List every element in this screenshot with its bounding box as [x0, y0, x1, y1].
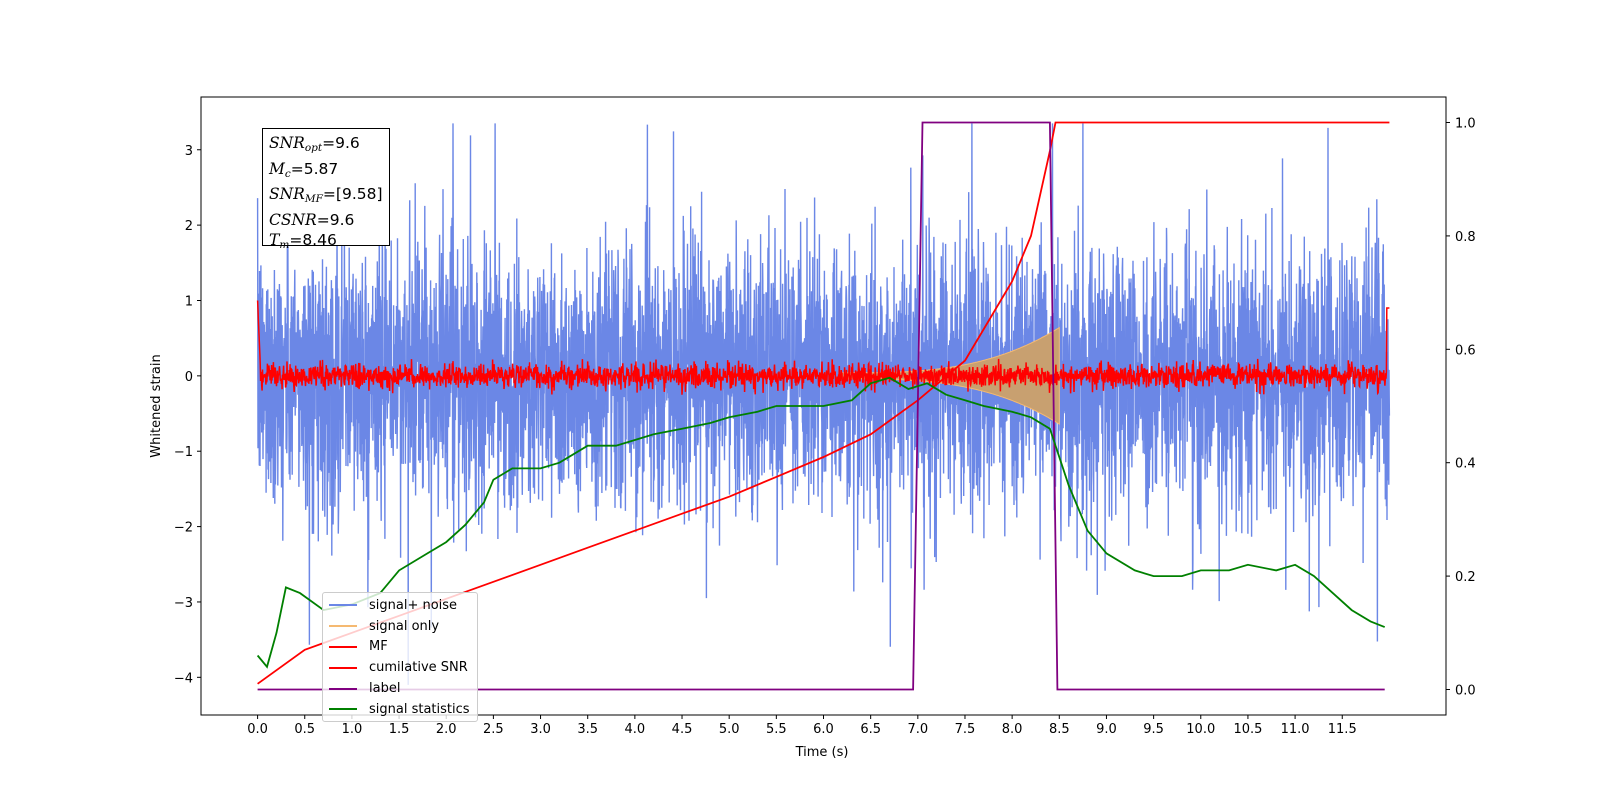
legend-swatch-label	[329, 687, 357, 690]
signal-statistics-line	[256, 376, 1386, 669]
x-tick-label: 4.5	[672, 722, 693, 737]
y-tick-label: 0	[185, 370, 193, 385]
x-tick-label: 7.5	[955, 722, 976, 737]
x-tick-label: 10.5	[1233, 722, 1262, 737]
x-tick-label: 1.0	[342, 722, 363, 737]
x-tick-label: 11.5	[1328, 722, 1357, 737]
x-axis-ticks: 0.0 0.5 1.0 1.5 2.0 2.5 3.0 3.5 4.0 4.5 5.0 5.5 6.0 6…	[247, 715, 1357, 737]
y2-tick-label: 0.4	[1455, 457, 1476, 472]
legend: signal+ noise signal only MF cumilative …	[322, 592, 478, 722]
tm-value: 8.46	[302, 231, 337, 249]
mc-line: Mc=5.87	[269, 159, 339, 180]
label-series	[257, 121, 1385, 691]
x-tick-label: 3.0	[530, 722, 551, 737]
csnr-line: CSNR=9.6	[269, 210, 355, 229]
label-line	[257, 121, 1385, 691]
signal-noise-line	[256, 123, 1391, 685]
snr-opt-value: 9.6	[335, 134, 360, 152]
y2-tick-label: 0.2	[1455, 570, 1476, 585]
y-tick-label: −1	[174, 445, 193, 460]
legend-label: signal only	[369, 618, 440, 634]
legend-swatch-signal-statistics	[329, 708, 357, 711]
x-tick-label: 10.0	[1186, 722, 1215, 737]
mf-line	[256, 300, 1390, 396]
signal-noise-series	[256, 123, 1391, 685]
legend-item-signal-only: signal only	[327, 616, 477, 637]
legend-item-signal-noise: signal+ noise	[327, 595, 477, 616]
x-tick-label: 1.5	[389, 722, 410, 737]
legend-swatch-mf	[329, 645, 357, 648]
y2-tick-label: 0.6	[1455, 343, 1476, 358]
x-tick-label: 2.5	[483, 722, 504, 737]
annotation-box: SNRopt=9.6 Mc=5.87 SNRMF=[9.58] CSNR=9.6…	[262, 128, 390, 251]
legend-label: signal statistics	[369, 701, 470, 717]
x-tick-label: 5.0	[719, 722, 740, 737]
legend-swatch-signal-only	[329, 625, 357, 628]
mf-series	[256, 300, 1390, 396]
y-tick-label: −4	[174, 671, 193, 686]
legend-item-signal-statistics: signal statistics	[327, 699, 477, 720]
legend-label: signal+ noise	[369, 597, 458, 613]
y2-tick-label: 0.0	[1455, 683, 1476, 698]
x-tick-label: 0.0	[247, 722, 268, 737]
y-tick-label: −2	[174, 521, 193, 536]
x-tick-label: 4.0	[625, 722, 646, 737]
legend-label: cumilative SNR	[369, 660, 468, 676]
x-tick-label: 3.5	[577, 722, 598, 737]
x-tick-label: 6.5	[860, 722, 881, 737]
x-axis-label: Time (s)	[795, 745, 849, 760]
snr-mf-line: SNRMF=[9.58]	[269, 185, 383, 205]
y2-tick-label: 1.0	[1455, 117, 1476, 132]
x-tick-label: 11.0	[1281, 722, 1310, 737]
y-tick-label: 3	[185, 144, 193, 159]
x-tick-label: 9.5	[1143, 722, 1164, 737]
tm-line: Tm=8.46	[269, 231, 337, 251]
x-tick-label: 9.0	[1096, 722, 1117, 737]
y-tick-label: 1	[185, 294, 193, 309]
y-tick-label: 2	[185, 219, 193, 234]
legend-item-label: label	[327, 678, 477, 699]
csnr-value: 9.6	[329, 210, 355, 229]
mc-value: 5.87	[303, 159, 339, 178]
signal-statistics-series	[256, 376, 1386, 669]
y2-axis-ticks: 0.0 0.2 0.4 0.6 0.8 1.0	[1446, 117, 1476, 698]
legend-item-cumulative-snr: cumilative SNR	[327, 657, 477, 678]
y-tick-label: −3	[174, 596, 193, 611]
x-tick-label: 5.5	[766, 722, 787, 737]
legend-label: MF	[369, 639, 388, 655]
snr-opt-line: SNRopt=9.6	[269, 134, 360, 154]
legend-item-mf: MF	[327, 637, 477, 658]
y-axis-ticks: 3 2 1 0 −1 −2 −3 −4	[174, 144, 201, 686]
x-tick-label: 2.0	[436, 722, 457, 737]
legend-swatch-cumulative-snr	[329, 666, 357, 669]
legend-label: label	[369, 681, 401, 697]
snr-mf-value: [9.58]	[335, 185, 383, 203]
x-tick-label: 7.0	[907, 722, 928, 737]
y2-tick-label: 0.8	[1455, 230, 1476, 245]
x-tick-label: 8.0	[1002, 722, 1023, 737]
x-tick-label: 0.5	[294, 722, 315, 737]
x-tick-label: 8.5	[1049, 722, 1070, 737]
x-tick-label: 6.0	[813, 722, 834, 737]
y-axis-label: Whitened strain	[149, 354, 164, 457]
legend-swatch-signal-noise	[329, 604, 357, 607]
